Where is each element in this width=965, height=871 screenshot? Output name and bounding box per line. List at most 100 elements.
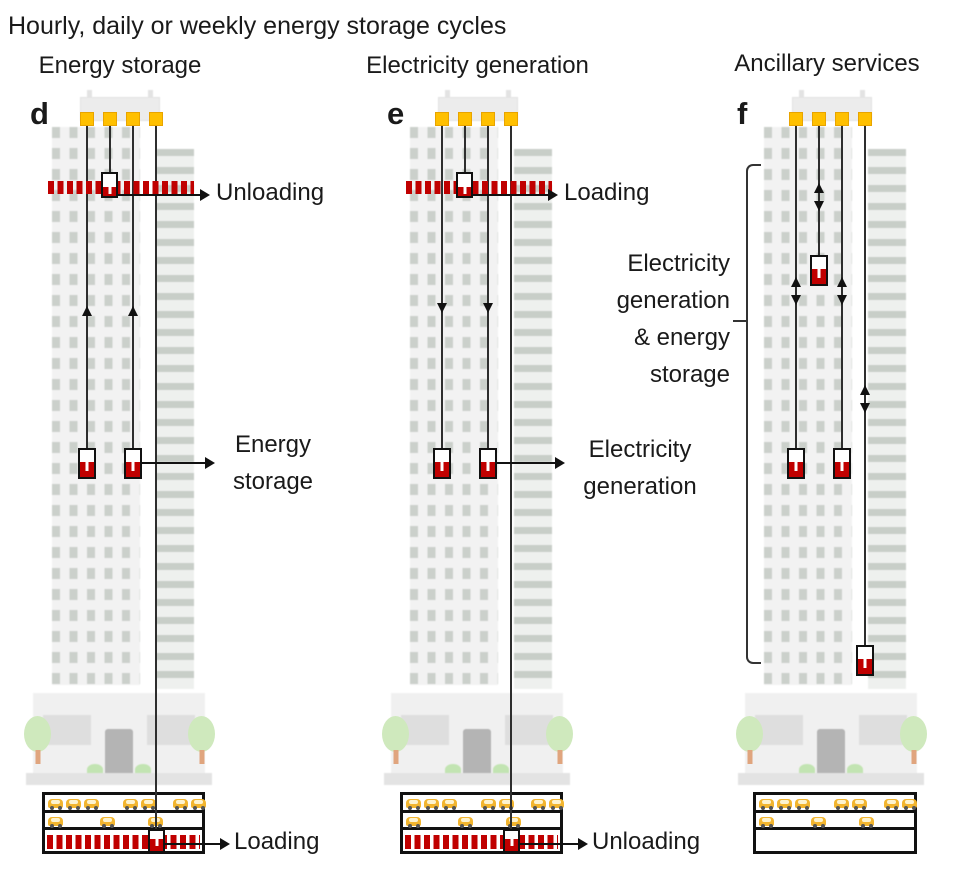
hoist-motor-icon	[435, 112, 449, 126]
down-arrow-icon	[437, 303, 447, 313]
electricity-generation-label: Electricity generation	[583, 436, 697, 500]
weight-icon	[833, 448, 851, 479]
car-icon	[100, 817, 115, 828]
car-icon	[48, 799, 63, 810]
up-arrow-icon	[814, 183, 824, 193]
building-entrance	[105, 729, 133, 775]
pointer-arrow-icon	[520, 838, 588, 850]
up-arrow-icon	[791, 277, 801, 287]
panel-d-letter: d	[30, 96, 49, 131]
weight-icon	[856, 645, 874, 676]
building-entrance	[463, 729, 491, 775]
weight-icon	[810, 255, 828, 286]
pointer-arrow-icon	[165, 838, 230, 850]
loading-label: Loading	[234, 828, 320, 855]
building-podium	[745, 693, 917, 775]
bush-icon	[799, 764, 815, 775]
hoist-motor-icon	[126, 112, 140, 126]
weight-icon	[479, 448, 497, 479]
car-icon	[84, 799, 99, 810]
car-icon	[852, 799, 867, 810]
building	[384, 90, 570, 787]
up-arrow-icon	[837, 277, 847, 287]
garage-level-2	[45, 813, 202, 830]
building-entrance	[817, 729, 845, 775]
car-icon	[458, 817, 473, 828]
hoist-motor-icon	[481, 112, 495, 126]
car-icon	[141, 799, 156, 810]
weight-icon	[148, 829, 165, 853]
hoist-cable	[155, 126, 157, 832]
pointer-arrow-icon	[142, 457, 215, 469]
pointer-arrow-icon	[497, 457, 565, 469]
building	[26, 90, 212, 787]
bracket-tick	[733, 320, 747, 322]
weight-icon	[124, 448, 142, 479]
weight-icon	[101, 172, 118, 198]
hoist-cable	[86, 126, 88, 449]
loading-label: Loading	[564, 179, 650, 206]
bush-icon	[135, 764, 151, 775]
car-icon	[406, 817, 421, 828]
down-arrow-icon	[837, 295, 847, 305]
building-wing	[508, 143, 558, 695]
car-icon	[481, 799, 496, 810]
generation-and-storage-label: Electricity generation & energy storage	[616, 250, 730, 388]
hoist-cable	[487, 126, 489, 449]
stored-weights-row-top	[406, 181, 552, 194]
panel-e-header: Electricity generation	[366, 52, 589, 79]
car-icon	[811, 817, 826, 828]
tree-icon	[24, 716, 51, 752]
up-arrow-icon	[128, 306, 138, 316]
panel-f-header: Ancillary services	[734, 50, 920, 77]
weight-icon	[787, 448, 805, 479]
tree-icon	[382, 716, 409, 752]
garage-level-1	[756, 795, 917, 813]
weight-icon	[78, 448, 96, 479]
car-icon	[442, 799, 457, 810]
building-tower	[44, 117, 148, 695]
car-icon	[506, 817, 521, 828]
figure-title: Hourly, daily or weekly energy storage c…	[8, 12, 507, 40]
bush-icon	[493, 764, 509, 775]
hoist-motor-icon	[504, 112, 518, 126]
sidewalk	[384, 773, 570, 785]
up-arrow-icon	[860, 385, 870, 395]
car-icon	[424, 799, 439, 810]
hoist-cable	[464, 126, 466, 174]
bush-icon	[445, 764, 461, 775]
car-icon	[759, 799, 774, 810]
hoist-cable	[795, 126, 797, 449]
sidewalk	[26, 773, 212, 785]
garage-level-2	[756, 813, 914, 830]
range-bracket	[746, 164, 761, 664]
car-icon	[859, 817, 874, 828]
car-icon	[48, 817, 63, 828]
panel-d-header: Energy storage	[38, 52, 202, 79]
car-icon	[499, 799, 514, 810]
tree-icon	[188, 716, 215, 752]
weight-icon	[456, 172, 473, 198]
up-arrow-icon	[82, 306, 92, 316]
building-podium	[391, 693, 563, 775]
car-icon	[777, 799, 792, 810]
hoist-motor-icon	[149, 112, 163, 126]
building-tower	[402, 117, 506, 695]
hoist-cable	[441, 126, 443, 449]
bush-icon	[847, 764, 863, 775]
pointer-arrow-icon	[117, 189, 210, 201]
hoist-cable	[841, 126, 843, 449]
hoist-motor-icon	[858, 112, 872, 126]
garage-level-3	[45, 830, 202, 851]
garage-level-1	[403, 795, 564, 813]
building	[738, 90, 924, 787]
hoist-motor-icon	[80, 112, 94, 126]
car-icon	[549, 799, 564, 810]
stored-weights-row-bottom	[405, 835, 558, 849]
stored-weights-row-bottom	[47, 835, 200, 849]
car-icon	[123, 799, 138, 810]
hoist-cable	[510, 126, 512, 832]
building-tower	[756, 117, 860, 695]
